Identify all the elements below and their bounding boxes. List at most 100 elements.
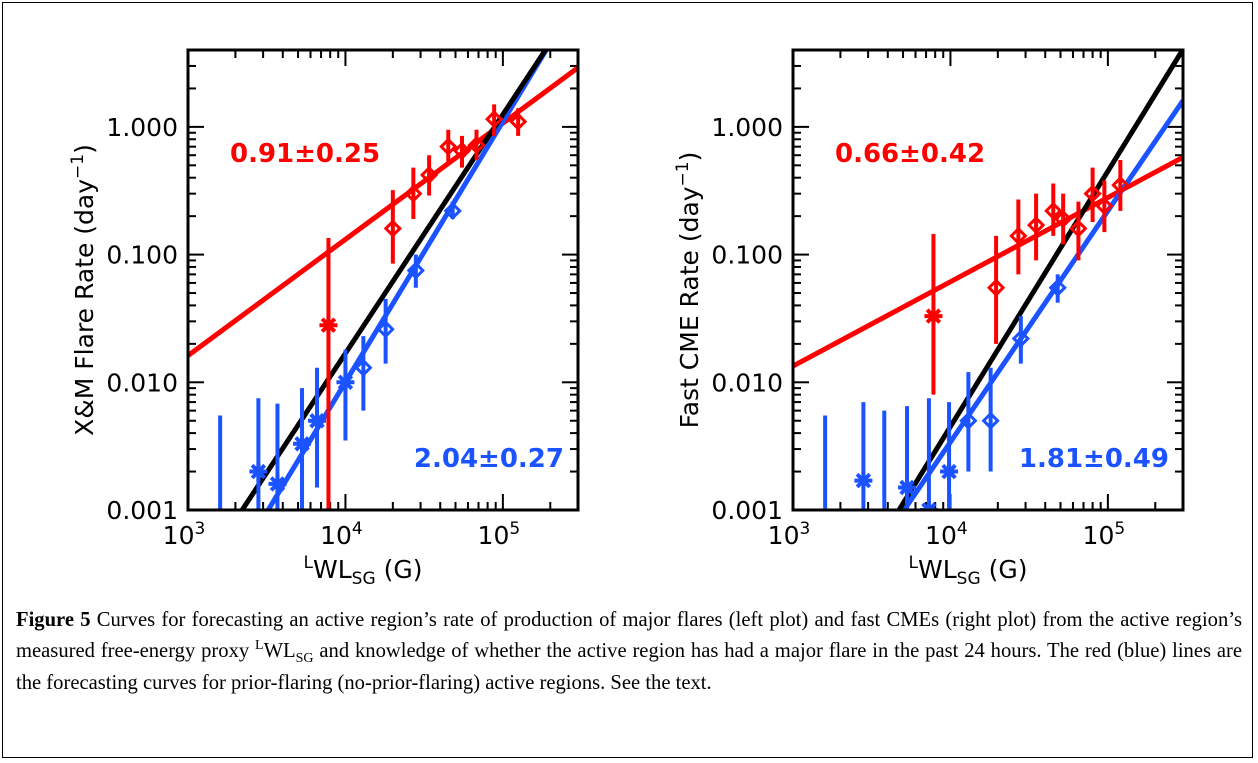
y-axis-label-main: X&M Flare Rate (day <box>70 179 99 436</box>
prior-diamond-point <box>1044 201 1063 220</box>
noprior-asterisk-point <box>940 462 959 481</box>
caption-proxy-sub: SG <box>295 650 314 666</box>
noprior-asterisk-point <box>293 434 312 453</box>
plot-area <box>793 50 1183 531</box>
x-tick-label: 104 <box>320 519 363 550</box>
x-tick-exponent: 4 <box>352 519 363 539</box>
noprior-fit-line <box>901 99 1183 510</box>
combined-fit-line <box>239 50 549 510</box>
noprior-slope-label: 2.04±0.27 <box>414 444 564 474</box>
noprior-diamond-point <box>354 358 373 377</box>
noprior-diamond-point <box>981 411 1000 430</box>
y-axis-label-end: ) <box>675 152 704 162</box>
prior-slope-label: 0.66±0.42 <box>835 139 985 169</box>
prior-diamond-point <box>1026 216 1046 235</box>
prior-diamond-point <box>383 219 402 238</box>
y-axis-label-exponent: −1 <box>673 161 693 186</box>
prior-diamond-point <box>509 112 528 131</box>
x-axis-label-sub: SG <box>957 569 981 589</box>
noprior-asterisk-point <box>816 513 834 531</box>
caption-label: Figure 5 <box>16 609 91 631</box>
x-tick-label: 103 <box>768 519 811 550</box>
prior-diamond-point <box>986 278 1006 297</box>
prior-diamond-point <box>452 141 472 160</box>
combined-fit-line <box>896 50 1183 510</box>
y-tick-label: 0.010 <box>106 368 178 397</box>
noprior-diamond-point <box>1048 278 1067 297</box>
x-tick-label: 103 <box>163 519 206 550</box>
caption-proxy-pre: L <box>255 638 264 653</box>
prior-slope-label: 0.91±0.25 <box>230 139 380 169</box>
prior-diamond-point <box>419 165 439 185</box>
y-tick-label: 1.000 <box>711 113 783 142</box>
y-axis-label: Fast CME Rate (day−1) <box>673 152 704 429</box>
prior-diamond-point <box>467 135 486 155</box>
asterisk-stroke <box>819 516 832 529</box>
x-axis-label-pre: L <box>304 553 314 573</box>
y-axis-label: X&M Flare Rate (day−1) <box>68 144 99 436</box>
noprior-fit-line <box>265 50 550 510</box>
x-tick-exponent: 3 <box>799 519 810 539</box>
noprior-asterisk-point <box>854 471 873 490</box>
x-tick-base: 10 <box>925 521 957 550</box>
noprior-asterisk-point <box>336 373 355 392</box>
prior-diamond-point <box>1009 226 1028 246</box>
noprior-asterisk-point <box>211 513 229 531</box>
noprior-diamond-point <box>443 201 462 220</box>
noprior-diamond-point <box>406 261 425 280</box>
plot-frame <box>791 48 1185 512</box>
noprior-diamond-point <box>376 320 395 339</box>
x-tick-label: 105 <box>478 519 521 550</box>
asterisk-stroke <box>921 502 932 510</box>
noprior-asterisk-point <box>875 513 893 531</box>
noprior-asterisk-point <box>249 462 268 481</box>
noprior-diamond-point <box>1011 329 1030 348</box>
x-axis-label-end: (G) <box>376 555 423 584</box>
y-tick-label: 1.000 <box>106 113 178 142</box>
x-tick-exponent: 3 <box>194 519 205 539</box>
prior-fit-line <box>188 65 578 358</box>
caption-text-2: and knowledge of whether the active regi… <box>16 639 1242 694</box>
asterisk-stroke <box>878 516 891 529</box>
x-axis-label: LWLSG (G) <box>909 553 1028 589</box>
prior-asterisk-point <box>319 316 338 335</box>
x-tick-base: 10 <box>768 521 800 550</box>
x-axis-label-end: (G) <box>981 555 1028 584</box>
asterisk-stroke <box>878 516 891 529</box>
noprior-asterisk-point <box>898 478 917 497</box>
x-axis-label-sub: SG <box>352 569 376 589</box>
x-tick-exponent: 5 <box>509 519 520 539</box>
figure-caption: Figure 5 Curves for forecasting an activ… <box>16 608 1242 696</box>
y-axis-label-main: Fast CME Rate (day <box>675 186 704 428</box>
x-tick-label: 105 <box>1083 519 1126 550</box>
y-tick-label: 0.010 <box>711 368 783 397</box>
prior-asterisk-point <box>924 307 943 326</box>
asterisk-stroke <box>926 502 937 510</box>
y-axis-label-exponent: −1 <box>68 154 88 179</box>
x-tick-label: 104 <box>925 519 968 550</box>
y-tick-label: 0.100 <box>711 241 783 270</box>
x-tick-base: 10 <box>163 521 195 550</box>
noprior-asterisk-point <box>919 501 938 510</box>
x-axis-label: LWLSG (G) <box>304 553 423 589</box>
prior-diamond-point <box>1069 219 1088 238</box>
prior-diamond-point <box>404 184 423 203</box>
plot-area <box>188 50 578 531</box>
prior-diamond-point <box>439 137 458 156</box>
prior-diamond-point <box>1054 209 1073 229</box>
noprior-slope-label: 1.81±0.49 <box>1019 444 1169 474</box>
caption-text-1: Curves for forecasting an active region’… <box>16 609 1242 662</box>
noprior-asterisk-point <box>308 411 327 430</box>
asterisk-stroke <box>819 516 832 529</box>
x-tick-exponent: 4 <box>957 519 968 539</box>
prior-diamond-point <box>485 110 504 129</box>
y-tick-label: 0.001 <box>106 496 178 525</box>
x-axis-label-main: WL <box>918 555 957 584</box>
asterisk-stroke <box>214 516 227 529</box>
x-tick-base: 10 <box>1083 521 1115 550</box>
axis-ticks <box>792 49 1184 511</box>
caption-proxy-main: WL <box>263 639 296 662</box>
